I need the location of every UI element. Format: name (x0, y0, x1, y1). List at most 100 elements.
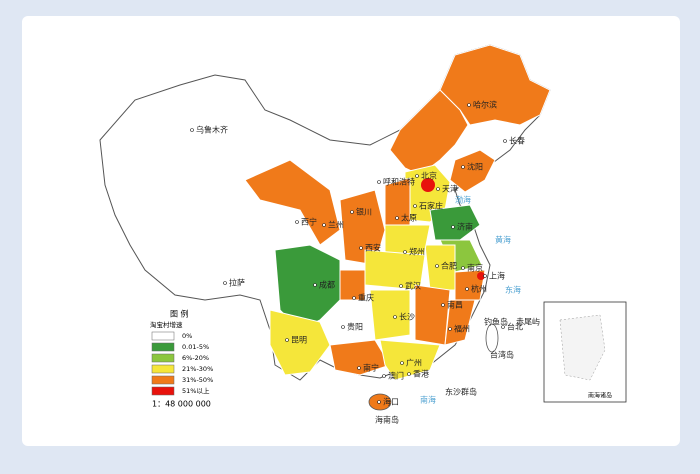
city-label: 呼和浩特 (383, 177, 415, 187)
legend-swatch (151, 364, 175, 374)
legend-subtitle: 淘宝村增速 (150, 320, 183, 329)
city-label: 石家庄 (419, 201, 443, 211)
city-dot (322, 223, 326, 227)
province (339, 269, 366, 301)
city-dot (461, 266, 465, 270)
province (329, 339, 391, 376)
city-dot (285, 338, 289, 342)
city-label: 拉萨 (229, 278, 245, 288)
city-dot (441, 303, 445, 307)
province (449, 149, 496, 193)
city-label: 天津 (442, 184, 458, 194)
city-dot (435, 264, 439, 268)
city-label: 沈阳 (467, 162, 483, 172)
province (339, 189, 386, 266)
city-dot (436, 187, 440, 191)
province (379, 339, 441, 381)
legend-label: 31%-50% (182, 376, 213, 384)
city-label: 哈尔滨 (473, 100, 497, 110)
city-dot (407, 372, 411, 376)
legend-label: 51%以上 (182, 386, 210, 395)
city-label: 台北 (507, 322, 523, 332)
city-label: 成都 (319, 280, 335, 290)
city-label: 合肥 (441, 261, 457, 271)
province (414, 284, 451, 346)
city-dot (399, 284, 403, 288)
city-label: 北京 (421, 171, 437, 181)
sea-label: 黄海 (495, 235, 511, 245)
city-dot (377, 180, 381, 184)
city-dot (382, 374, 386, 378)
legend-swatch (151, 353, 175, 363)
sea-label: 东海 (505, 285, 521, 295)
city-dot (295, 220, 299, 224)
city-label: 南京 (467, 263, 483, 273)
city-label: 西宁 (301, 217, 317, 227)
scale: 1：48 000 000 (152, 400, 211, 409)
city-dot (359, 246, 363, 250)
city-dot (503, 139, 507, 143)
city-label: 贵阳 (347, 322, 363, 332)
city-dot (352, 296, 356, 300)
city-label: 兰州 (328, 220, 344, 230)
place-label: 赤尾屿 (516, 318, 540, 327)
city-dot (501, 325, 505, 329)
city-label: 杭州 (471, 284, 487, 294)
city-label: 福州 (454, 325, 470, 334)
place-label: 海南岛 (375, 415, 399, 425)
province (369, 289, 411, 341)
legend-label: 6%-20% (182, 354, 209, 362)
city-label: 太原 (401, 213, 417, 223)
city-dot (467, 103, 471, 107)
city-label: 南宁 (363, 363, 379, 373)
city-label: 长沙 (399, 312, 415, 322)
legend-swatch (151, 342, 175, 352)
city-dot (313, 283, 317, 287)
province (444, 299, 476, 346)
place-label: 东沙群岛 (445, 387, 477, 397)
place-label: 台湾岛 (490, 350, 514, 360)
city-dot (357, 366, 361, 370)
city-dot (400, 361, 404, 365)
inset-title: 南海诸岛 (588, 392, 612, 400)
beijing (421, 178, 435, 192)
city-dot (483, 274, 487, 278)
legend-swatch (151, 386, 175, 396)
city-dot (190, 128, 194, 132)
province (389, 89, 469, 176)
city-label: 南昌 (447, 300, 463, 310)
city-label: 西安 (365, 243, 381, 253)
sea-label: 南海 (420, 395, 436, 405)
inset-sea (559, 314, 606, 381)
city-label: 银川 (356, 207, 372, 217)
province (269, 309, 331, 376)
province (384, 177, 411, 226)
legend-swatch (151, 375, 175, 385)
province (429, 204, 481, 241)
city-dot (341, 325, 345, 329)
city-label: 昆明 (291, 336, 307, 345)
city-dot (451, 225, 455, 229)
province (244, 159, 341, 246)
city-dot (395, 216, 399, 220)
city-dot (461, 165, 465, 169)
city-dot (350, 210, 354, 214)
shanghai (477, 272, 485, 280)
city-label: 济南 (457, 222, 473, 232)
city-label: 乌鲁木齐 (196, 125, 228, 135)
legend-title: 图 例 (170, 309, 189, 319)
city-dot (393, 315, 397, 319)
city-label: 重庆 (358, 293, 374, 303)
place-label: 钓鱼岛 (484, 317, 508, 327)
city-dot (403, 250, 407, 254)
city-label: 海口 (383, 397, 399, 407)
province (424, 244, 456, 291)
legend-swatch (151, 331, 175, 341)
taiwan (485, 323, 499, 353)
city-label: 广州 (406, 358, 422, 368)
sea-label: 渤海 (455, 195, 471, 205)
city-label: 武汉 (405, 281, 421, 291)
legend-label: 21%-30% (182, 365, 213, 373)
